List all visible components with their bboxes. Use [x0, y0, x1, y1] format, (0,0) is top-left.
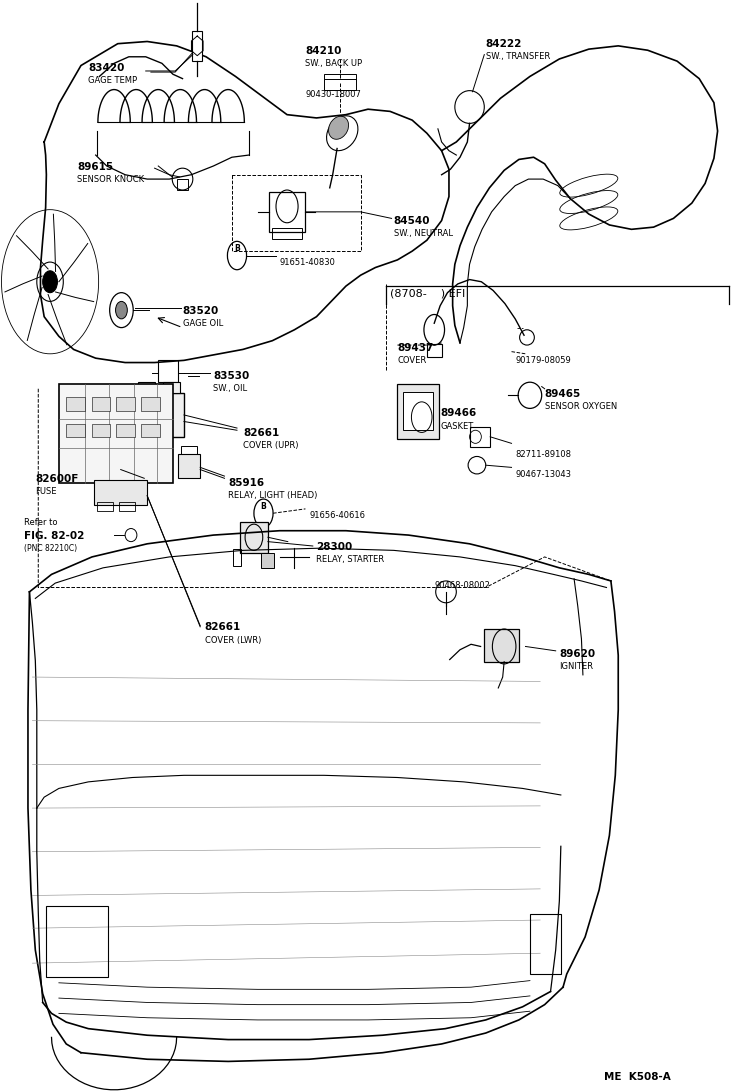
Text: SW., OIL: SW., OIL	[213, 384, 247, 393]
Bar	[269, 192, 305, 232]
Text: GAGE OIL: GAGE OIL	[183, 319, 223, 328]
Bar	[116, 424, 135, 437]
Bar	[141, 424, 160, 437]
Bar	[66, 397, 85, 411]
Polygon shape	[16, 236, 48, 269]
Circle shape	[43, 271, 57, 293]
Text: SW., BACK UP: SW., BACK UP	[305, 59, 363, 68]
Bar	[119, 502, 135, 511]
Bar	[92, 424, 110, 437]
Ellipse shape	[328, 116, 349, 140]
Text: 90430-18007: 90430-18007	[305, 90, 361, 98]
Text: ME  K508-A: ME K508-A	[604, 1072, 670, 1082]
Bar	[105, 462, 121, 478]
Text: SENSOR KNOCK: SENSOR KNOCK	[77, 175, 144, 183]
Bar	[177, 179, 188, 190]
Text: 89465: 89465	[545, 389, 581, 399]
Bar	[141, 397, 160, 411]
Bar	[134, 393, 184, 437]
Text: 85916: 85916	[228, 478, 264, 488]
Bar	[46, 906, 108, 977]
Polygon shape	[54, 214, 55, 272]
Bar	[261, 553, 274, 568]
Bar	[181, 446, 197, 454]
Text: 83420: 83420	[88, 63, 124, 73]
Circle shape	[116, 301, 127, 319]
Text: SENSOR OXYGEN: SENSOR OXYGEN	[545, 402, 617, 411]
Text: FIG. 82-02: FIG. 82-02	[24, 531, 84, 541]
Text: 89437: 89437	[397, 343, 434, 353]
Text: 83520: 83520	[183, 306, 219, 316]
Text: SW., TRANSFER: SW., TRANSFER	[486, 52, 550, 61]
Text: 91651-40830: 91651-40830	[280, 258, 336, 266]
Bar	[66, 424, 85, 437]
Bar	[92, 397, 110, 411]
Polygon shape	[55, 292, 93, 301]
Text: SW., NEUTRAL: SW., NEUTRAL	[394, 229, 453, 238]
Text: FUSE: FUSE	[35, 487, 57, 496]
Bar	[158, 360, 178, 382]
Text: 83530: 83530	[213, 371, 250, 381]
Bar	[192, 31, 202, 61]
Text: COVER (UPR): COVER (UPR)	[243, 441, 298, 450]
Text: RELAY, LIGHT (HEAD): RELAY, LIGHT (HEAD)	[228, 491, 317, 500]
Bar	[324, 74, 356, 90]
Bar	[470, 427, 490, 447]
Text: (8708-    ) EFI: (8708- ) EFI	[390, 288, 465, 298]
Bar	[403, 392, 433, 430]
Bar	[178, 454, 200, 478]
Text: COVER (LWR): COVER (LWR)	[205, 636, 261, 644]
Text: 84222: 84222	[486, 39, 522, 49]
Bar	[59, 384, 173, 483]
Text: IGNITER: IGNITER	[559, 662, 593, 670]
Text: 90467-13043: 90467-13043	[515, 470, 571, 478]
Bar	[272, 228, 302, 239]
Bar	[97, 502, 113, 511]
Bar	[530, 914, 561, 974]
Text: 91656-40616: 91656-40616	[309, 511, 365, 520]
Polygon shape	[59, 244, 88, 282]
Bar	[94, 480, 147, 505]
Text: COVER: COVER	[397, 356, 427, 365]
Bar	[484, 629, 519, 662]
Bar	[163, 382, 180, 393]
Text: GASKET: GASKET	[440, 422, 473, 430]
Text: 90468-08002: 90468-08002	[434, 581, 490, 590]
Text: B: B	[234, 245, 240, 253]
Text: 84210: 84210	[305, 46, 342, 56]
Text: 84540: 84540	[394, 216, 431, 226]
Text: 28300: 28300	[316, 542, 353, 551]
Text: RELAY, STARTER: RELAY, STARTER	[316, 555, 385, 563]
Bar	[397, 384, 439, 439]
Text: 89466: 89466	[440, 408, 476, 418]
Polygon shape	[191, 36, 203, 56]
Text: GAGE TEMP: GAGE TEMP	[88, 76, 138, 85]
Text: 82661: 82661	[243, 428, 279, 438]
Text: 89615: 89615	[77, 162, 113, 171]
Text: 89620: 89620	[559, 649, 595, 658]
Bar	[427, 344, 442, 357]
Polygon shape	[27, 287, 42, 341]
Bar	[240, 522, 268, 553]
Bar	[138, 382, 155, 393]
Polygon shape	[5, 276, 42, 292]
Text: 82661: 82661	[205, 622, 241, 632]
Text: (PNC 82210C): (PNC 82210C)	[24, 544, 77, 553]
Text: 82600F: 82600F	[35, 474, 79, 484]
Bar	[233, 549, 241, 566]
Text: 90179-08059: 90179-08059	[515, 356, 571, 365]
Bar	[116, 397, 135, 411]
Text: B: B	[261, 502, 266, 511]
Polygon shape	[48, 295, 67, 345]
Text: Refer to: Refer to	[24, 518, 57, 526]
Text: 82711-89108: 82711-89108	[515, 450, 571, 459]
